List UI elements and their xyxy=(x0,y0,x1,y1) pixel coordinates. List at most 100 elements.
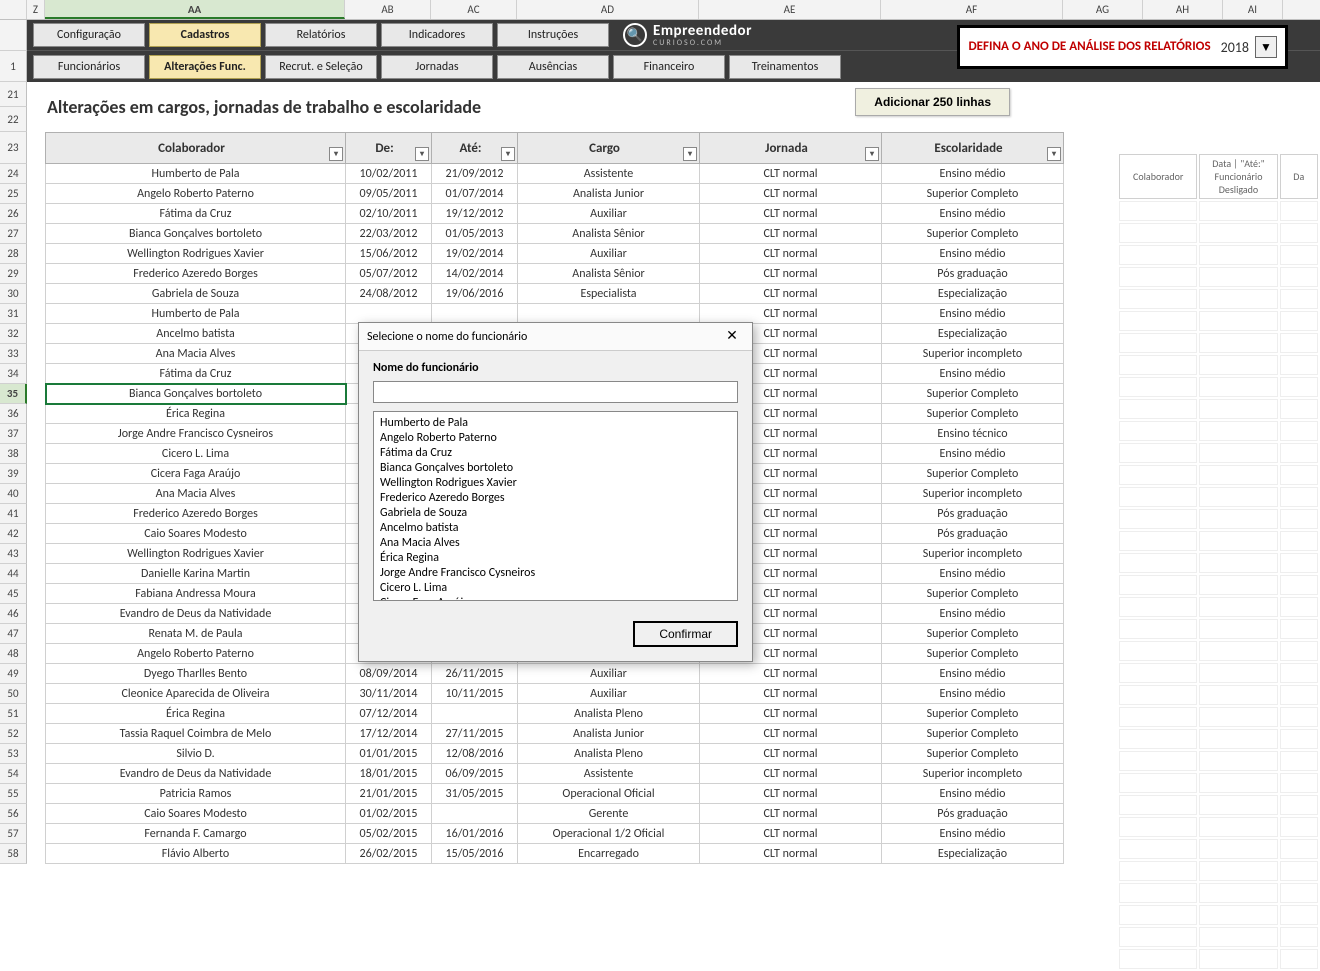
toolbar-button[interactable]: Treinamentos xyxy=(729,55,841,79)
table-cell[interactable]: Frederico Azeredo Borges xyxy=(46,504,346,524)
side-table-cell[interactable] xyxy=(1199,883,1277,903)
table-cell[interactable]: Tassia Raquel Coimbra de Melo xyxy=(46,724,346,744)
table-cell[interactable]: Dyego Tharlles Bento xyxy=(46,664,346,684)
column-header[interactable]: Z xyxy=(27,0,45,19)
row-header[interactable]: 52 xyxy=(0,724,27,744)
column-header[interactable]: AA xyxy=(45,0,345,19)
side-table-cell[interactable] xyxy=(1199,487,1277,507)
row-header[interactable] xyxy=(0,20,27,51)
table-cell[interactable]: 01/05/2013 xyxy=(432,224,518,244)
row-header[interactable]: 47 xyxy=(0,624,27,644)
table-cell[interactable]: Superior incompleto xyxy=(882,344,1064,364)
toolbar-button[interactable]: Configuração xyxy=(33,23,145,47)
table-cell[interactable]: Humberto de Pala xyxy=(46,164,346,184)
row-header[interactable]: 38 xyxy=(0,444,27,464)
row-header[interactable]: 51 xyxy=(0,704,27,724)
row-header[interactable]: 40 xyxy=(0,484,27,504)
side-table-cell[interactable] xyxy=(1280,795,1318,815)
filter-icon[interactable]: ▾ xyxy=(415,147,429,161)
table-cell[interactable]: Auxiliar xyxy=(518,664,700,684)
row-header[interactable]: 24 xyxy=(0,164,27,184)
toolbar-button[interactable]: Financeiro xyxy=(613,55,725,79)
filter-icon[interactable]: ▾ xyxy=(683,147,697,161)
table-cell[interactable]: Analista Sênior xyxy=(518,224,700,244)
side-table-cell[interactable] xyxy=(1119,201,1197,221)
row-header[interactable]: 28 xyxy=(0,244,27,264)
table-cell[interactable]: Analista Sênior xyxy=(518,264,700,284)
table-cell[interactable]: Auxiliar xyxy=(518,684,700,704)
side-table-cell[interactable] xyxy=(1119,311,1197,331)
row-header[interactable]: 58 xyxy=(0,844,27,864)
table-cell[interactable]: Silvio D. xyxy=(46,744,346,764)
row-header[interactable]: 50 xyxy=(0,684,27,704)
table-cell[interactable]: Auxiliar xyxy=(518,244,700,264)
side-table-cell[interactable] xyxy=(1119,795,1197,815)
side-table-cell[interactable] xyxy=(1280,575,1318,595)
table-cell[interactable]: 05/02/2015 xyxy=(346,824,432,844)
side-table-cell[interactable] xyxy=(1199,245,1277,265)
list-item[interactable]: Frederico Azeredo Borges xyxy=(380,491,731,506)
list-item[interactable]: Érica Regina xyxy=(380,551,731,566)
table-cell[interactable]: 16/01/2016 xyxy=(432,824,518,844)
side-table-cell[interactable] xyxy=(1119,641,1197,661)
side-table-cell[interactable] xyxy=(1119,487,1197,507)
table-cell[interactable]: 08/09/2014 xyxy=(346,664,432,684)
side-table-cell[interactable] xyxy=(1119,245,1197,265)
toolbar-button[interactable]: Jornadas xyxy=(381,55,493,79)
table-cell[interactable]: 18/01/2015 xyxy=(346,764,432,784)
table-cell[interactable]: CLT normal xyxy=(700,264,882,284)
table-cell[interactable]: Assistente xyxy=(518,764,700,784)
table-cell[interactable]: CLT normal xyxy=(700,844,882,864)
side-table-cell[interactable] xyxy=(1280,773,1318,793)
side-table-cell[interactable] xyxy=(1199,289,1277,309)
side-table-cell[interactable] xyxy=(1199,773,1277,793)
side-table-cell[interactable] xyxy=(1199,421,1277,441)
side-table-cell[interactable] xyxy=(1280,443,1318,463)
list-item[interactable]: Bianca Gonçalves bortoleto xyxy=(380,461,731,476)
table-cell[interactable]: Encarregado xyxy=(518,844,700,864)
side-table-cell[interactable] xyxy=(1280,949,1318,969)
row-header[interactable]: 29 xyxy=(0,264,27,284)
table-cell[interactable]: Ensino médio xyxy=(882,684,1064,704)
table-cell[interactable]: Ensino médio xyxy=(882,244,1064,264)
table-cell[interactable]: Fátima da Cruz xyxy=(46,204,346,224)
side-table-cell[interactable] xyxy=(1280,663,1318,683)
table-cell[interactable] xyxy=(432,804,518,824)
side-table-cell[interactable] xyxy=(1119,773,1197,793)
side-table-cell[interactable] xyxy=(1280,905,1318,925)
table-cell[interactable]: Gabriela de Souza xyxy=(46,284,346,304)
table-cell[interactable]: 26/02/2015 xyxy=(346,844,432,864)
table-cell[interactable]: Wellington Rodrigues Xavier xyxy=(46,544,346,564)
side-table-cell[interactable] xyxy=(1280,355,1318,375)
table-cell[interactable]: 22/03/2012 xyxy=(346,224,432,244)
side-table-cell[interactable] xyxy=(1280,399,1318,419)
side-table-cell[interactable] xyxy=(1119,663,1197,683)
table-cell[interactable]: Analista Junior xyxy=(518,184,700,204)
side-table-cell[interactable] xyxy=(1119,949,1197,969)
table-cell[interactable]: Cicero L. Lima xyxy=(46,444,346,464)
side-table-cell[interactable] xyxy=(1199,817,1277,837)
table-cell[interactable]: Ensino médio xyxy=(882,604,1064,624)
side-table-cell[interactable] xyxy=(1119,817,1197,837)
side-table-cell[interactable] xyxy=(1119,729,1197,749)
column-header[interactable]: AI xyxy=(1223,0,1283,19)
row-header[interactable]: 36 xyxy=(0,404,27,424)
column-header[interactable] xyxy=(0,0,27,19)
table-cell[interactable]: Superior Completo xyxy=(882,724,1064,744)
table-cell[interactable]: Superior incompleto xyxy=(882,484,1064,504)
side-table-cell[interactable] xyxy=(1280,531,1318,551)
row-header[interactable]: 42 xyxy=(0,524,27,544)
table-cell[interactable]: Ensino médio xyxy=(882,164,1064,184)
table-cell[interactable]: 19/06/2016 xyxy=(432,284,518,304)
table-cell[interactable]: Fernanda F. Camargo xyxy=(46,824,346,844)
row-header[interactable]: 34 xyxy=(0,364,27,384)
table-cell[interactable]: 09/05/2011 xyxy=(346,184,432,204)
table-cell[interactable]: Wellington Rodrigues Xavier xyxy=(46,244,346,264)
table-cell[interactable]: Fabiana Andressa Moura xyxy=(46,584,346,604)
side-table-cell[interactable] xyxy=(1119,333,1197,353)
table-cell[interactable]: Ancelmo batista xyxy=(46,324,346,344)
side-table-cell[interactable] xyxy=(1280,861,1318,881)
table-cell[interactable]: 15/05/2016 xyxy=(432,844,518,864)
column-header[interactable]: AH xyxy=(1143,0,1223,19)
table-cell[interactable]: CLT normal xyxy=(700,204,882,224)
